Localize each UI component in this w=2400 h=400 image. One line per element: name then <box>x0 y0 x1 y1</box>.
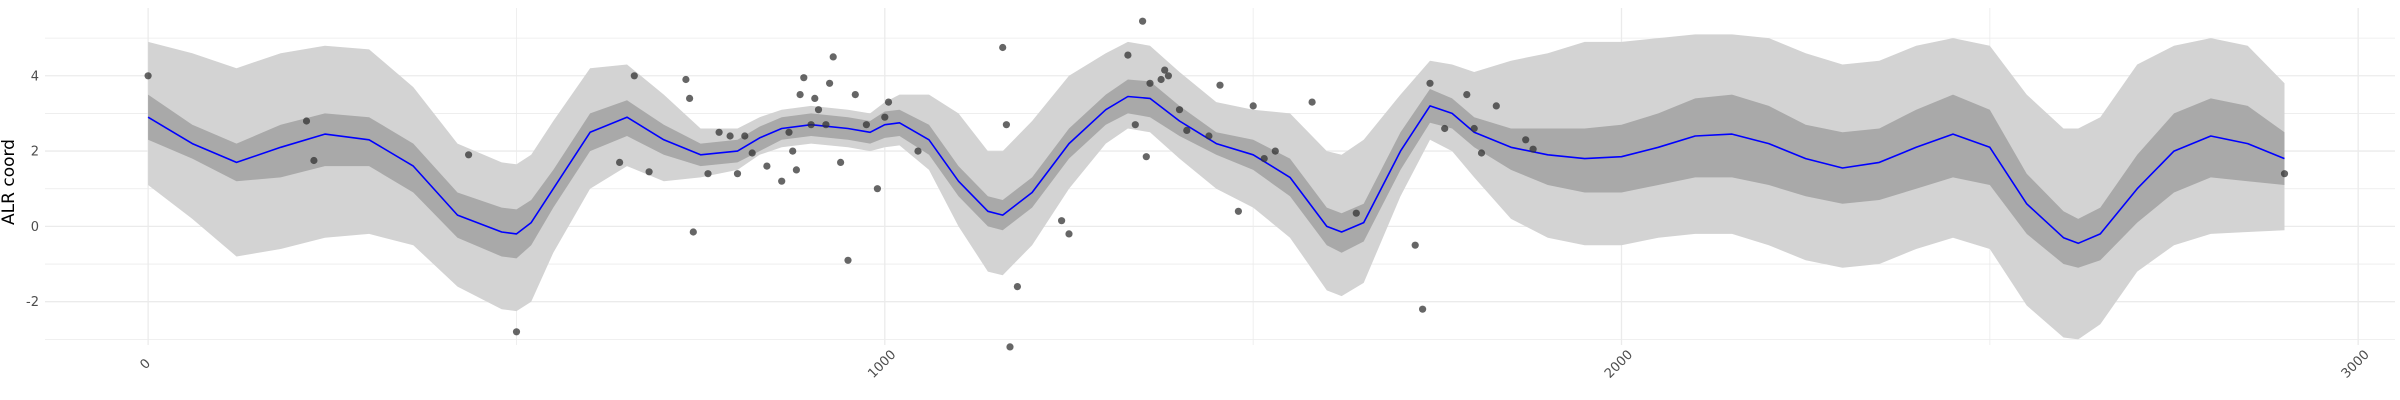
data-point <box>2280 170 2289 178</box>
y-axis-ticks: -2 0 2 4 <box>26 69 39 310</box>
data-point <box>733 170 742 178</box>
data-point <box>1477 149 1486 157</box>
y-tick-label: 4 <box>31 69 39 84</box>
data-point <box>704 170 712 178</box>
data-point <box>1124 51 1132 59</box>
data-point <box>1426 79 1434 87</box>
y-axis-title: ALR coord <box>0 139 19 225</box>
y-tick-label: -2 <box>26 295 39 310</box>
data-point <box>1441 124 1449 133</box>
data-point <box>741 132 749 140</box>
data-point <box>763 162 771 170</box>
data-point <box>1260 155 1268 163</box>
observed-points <box>144 17 2289 351</box>
data-point <box>1529 145 1537 153</box>
data-point <box>785 128 793 136</box>
data-point <box>1131 121 1139 129</box>
data-point <box>1470 124 1478 133</box>
data-point <box>826 79 834 87</box>
data-point <box>1492 102 1500 110</box>
data-point <box>837 158 845 166</box>
y-tick-label: 0 <box>31 220 39 235</box>
data-point <box>630 72 638 80</box>
data-point <box>873 185 882 193</box>
data-point <box>800 74 808 82</box>
data-point <box>726 132 734 140</box>
data-point <box>862 121 871 129</box>
data-point <box>1065 230 1073 238</box>
posterior-mean-layer <box>147 95 2285 245</box>
data-point <box>689 228 697 236</box>
data-point <box>1419 305 1427 313</box>
data-point <box>1161 66 1169 74</box>
data-point <box>1249 102 1257 110</box>
data-point <box>1411 241 1419 249</box>
data-point <box>789 147 797 155</box>
data-point <box>1142 153 1150 161</box>
data-point <box>796 91 804 99</box>
data-point <box>1006 343 1014 351</box>
data-point <box>807 121 815 129</box>
data-point <box>1139 17 1147 25</box>
data-point <box>999 43 1007 52</box>
data-point <box>682 75 690 84</box>
data-point <box>1002 121 1011 129</box>
data-point <box>1271 147 1279 155</box>
data-point <box>881 113 889 121</box>
data-point <box>1058 217 1066 225</box>
y-tick-label: 2 <box>31 145 39 160</box>
data-point <box>844 256 852 264</box>
data-point <box>616 158 624 166</box>
data-point <box>1308 98 1316 106</box>
data-point <box>1352 209 1360 217</box>
data-point <box>851 91 859 99</box>
data-point <box>1146 79 1154 87</box>
data-point <box>778 177 786 185</box>
data-point <box>465 151 473 159</box>
data-point <box>310 156 318 165</box>
data-point <box>884 98 893 106</box>
data-point <box>144 72 152 80</box>
data-point <box>811 94 819 102</box>
data-point <box>814 106 823 114</box>
data-point <box>1164 72 1172 80</box>
data-point <box>1216 81 1224 89</box>
confidence-bands <box>148 34 2285 340</box>
data-point <box>1013 283 1022 291</box>
data-point <box>715 128 723 136</box>
data-point <box>1234 207 1242 215</box>
data-point <box>1463 91 1471 99</box>
data-point <box>748 149 756 157</box>
data-point <box>1183 126 1191 134</box>
posterior-mean-line <box>147 95 2285 245</box>
data-point <box>645 168 653 176</box>
data-point <box>1157 75 1165 84</box>
data-point <box>914 147 922 155</box>
data-point <box>1205 132 1213 140</box>
data-point <box>822 121 830 129</box>
inner-credible-band <box>148 79 2285 268</box>
data-point <box>686 94 694 102</box>
data-point <box>1522 136 1530 144</box>
data-point <box>829 53 837 61</box>
data-point <box>792 166 801 174</box>
data-point <box>1175 106 1184 114</box>
data-point <box>302 117 311 125</box>
data-point <box>512 328 521 336</box>
